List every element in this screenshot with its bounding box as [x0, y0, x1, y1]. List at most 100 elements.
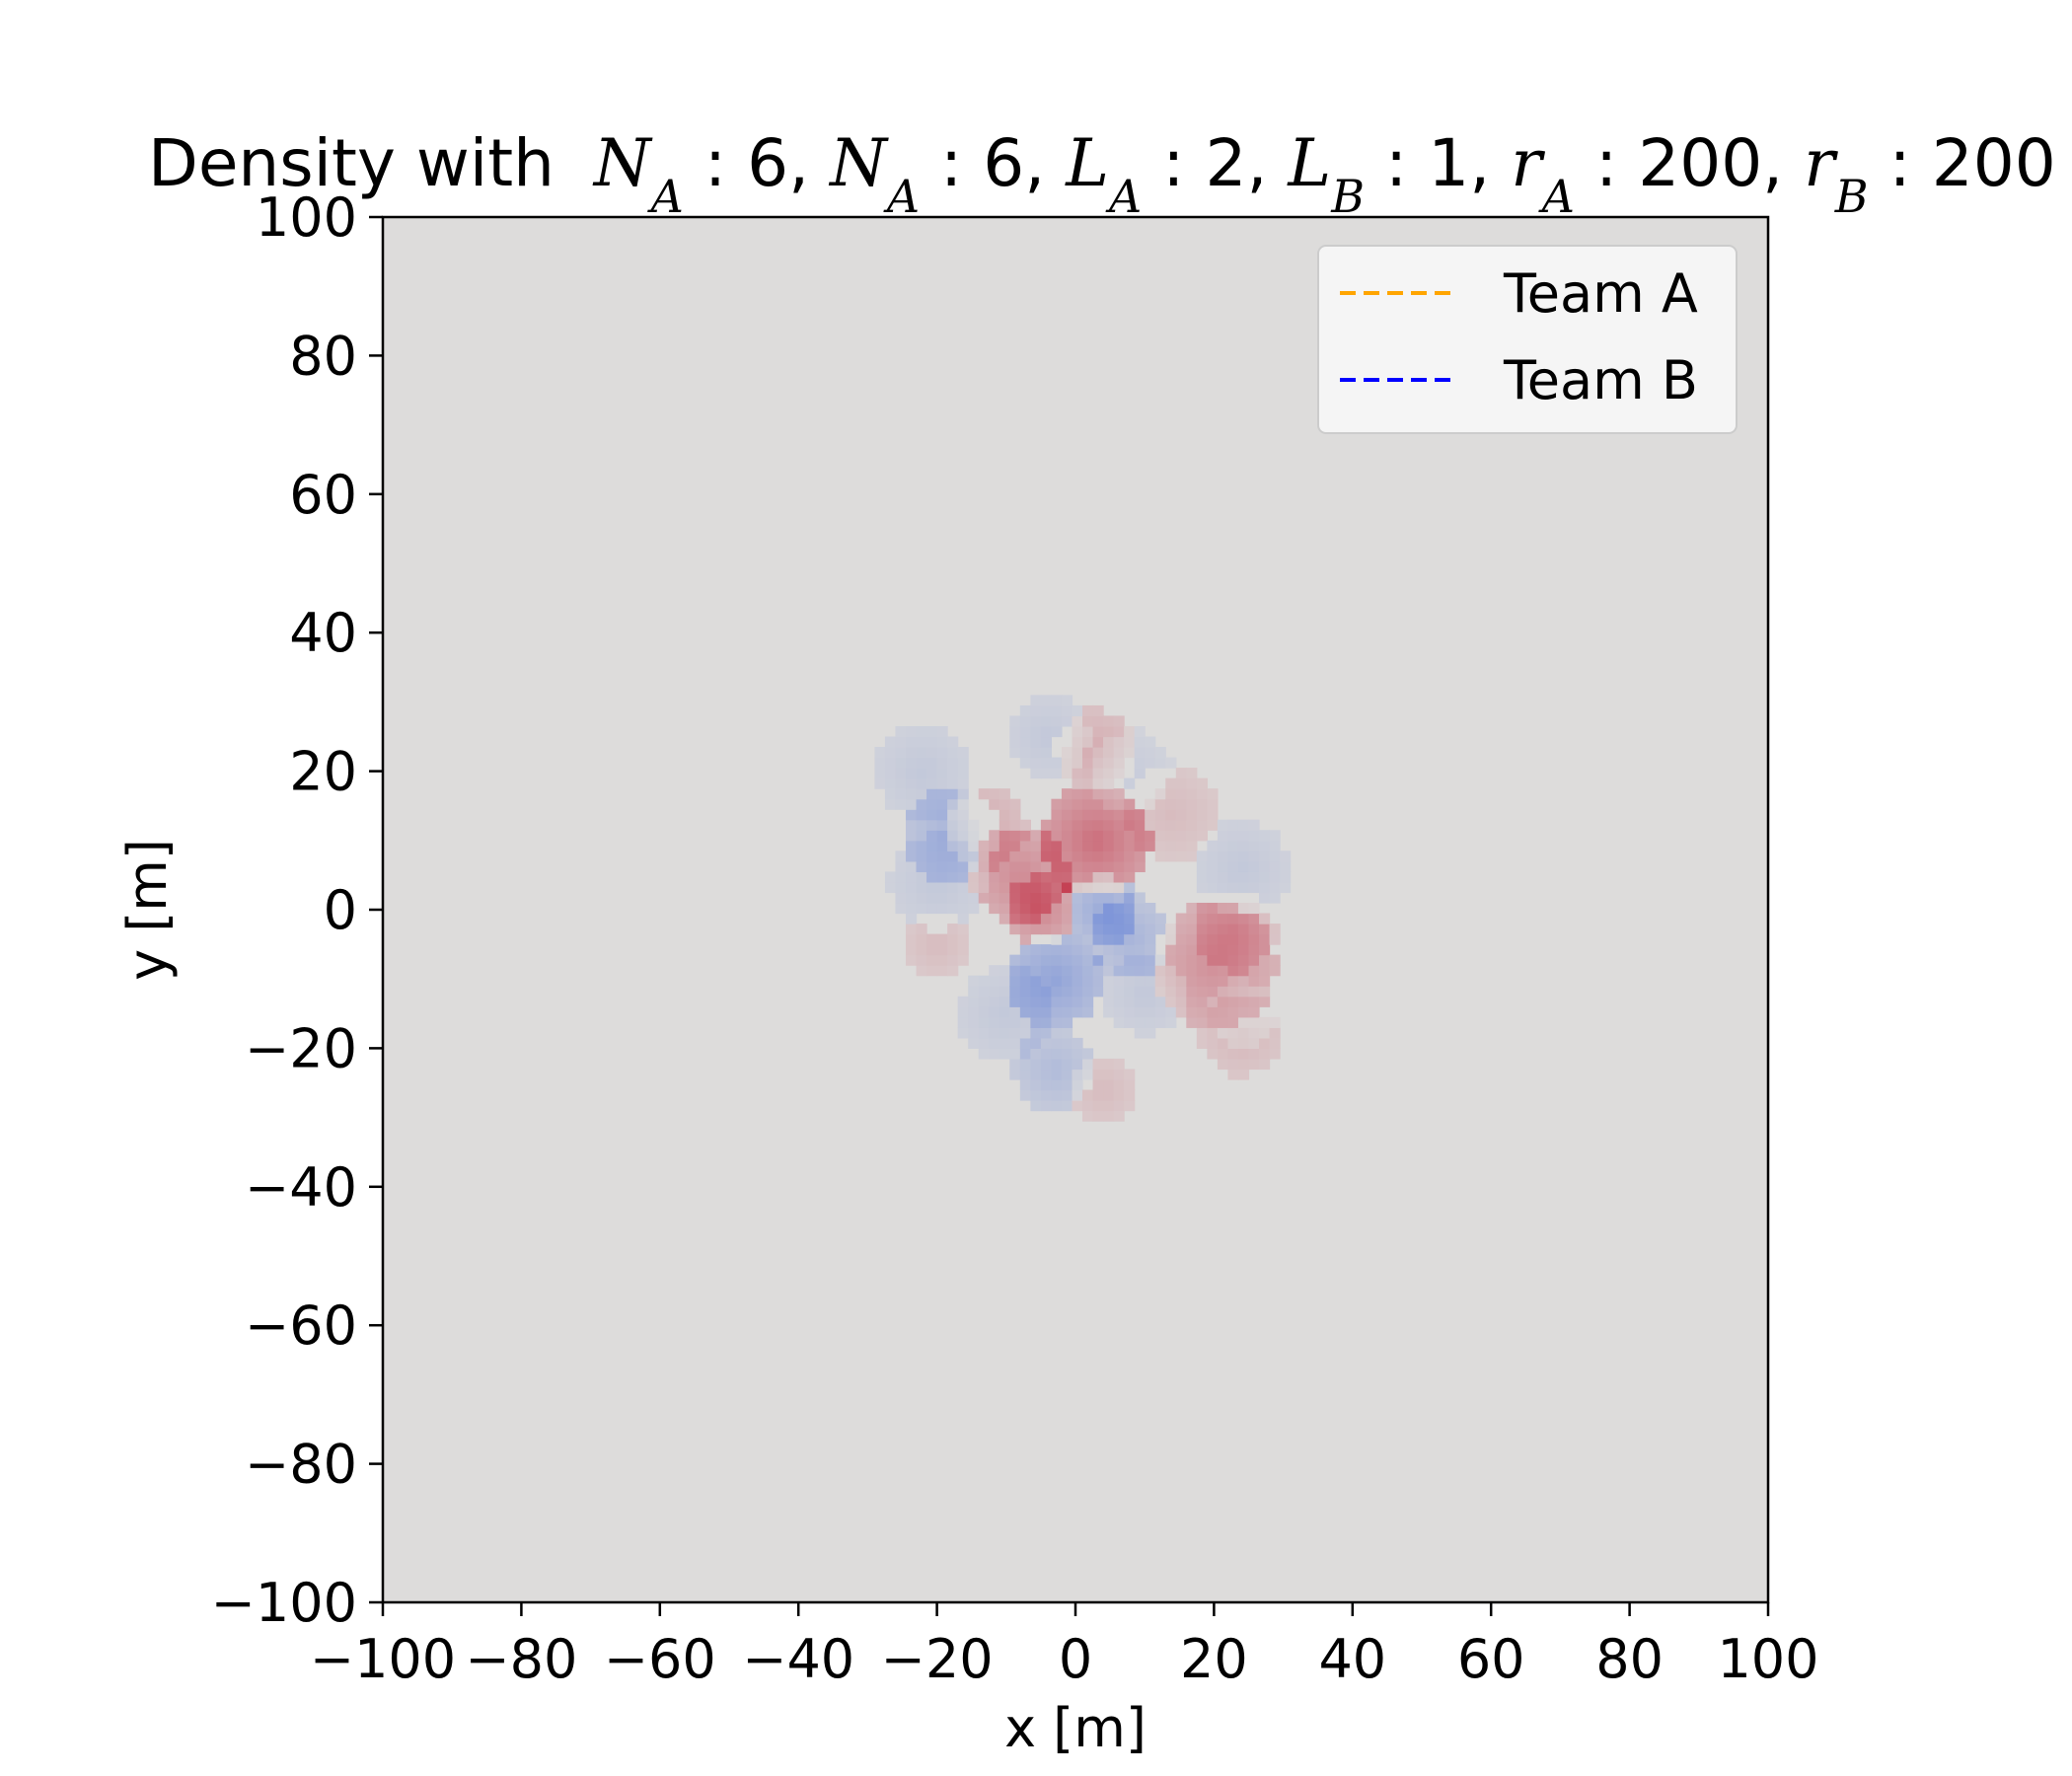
- heatmap-cell: [1030, 860, 1042, 872]
- heatmap-cell: [1145, 996, 1156, 1007]
- heatmap-cell: [1092, 704, 1104, 717]
- heatmap-cell: [1040, 1069, 1053, 1080]
- heatmap-cell: [1207, 965, 1219, 977]
- heatmap-cell: [1248, 1058, 1260, 1071]
- heatmap-cell: [1124, 798, 1136, 810]
- heatmap-cell: [1103, 840, 1115, 851]
- heatmap-cell: [926, 965, 938, 977]
- heatmap-cell: [936, 892, 948, 904]
- heatmap-cell: [1207, 1048, 1219, 1060]
- heatmap-cell: [989, 1027, 1000, 1039]
- heatmap-cell: [1217, 851, 1229, 862]
- heatmap-cell: [1051, 704, 1063, 717]
- heatmap-cell: [1030, 695, 1042, 706]
- heatmap-cell: [1009, 1048, 1021, 1060]
- heatmap-cell: [1217, 1027, 1229, 1039]
- heatmap-cell: [1019, 1069, 1031, 1080]
- heatmap-cell: [1040, 1037, 1053, 1049]
- heatmap-cell: [1040, 704, 1053, 717]
- heatmap-cell: [1165, 933, 1177, 945]
- heatmap-cell: [1082, 725, 1094, 738]
- heatmap-cell: [957, 933, 969, 945]
- x-tick-label: 80: [1595, 1628, 1664, 1690]
- heatmap-cell: [1019, 1027, 1031, 1039]
- heatmap-cell: [989, 975, 1000, 987]
- heatmap-cell: [1269, 830, 1281, 842]
- heatmap-cell: [1072, 933, 1083, 945]
- heatmap-cell: [947, 788, 959, 800]
- x-tick-label: 20: [1180, 1628, 1248, 1690]
- heatmap-cell: [1092, 1058, 1104, 1071]
- heatmap-cell: [1269, 1027, 1281, 1039]
- heatmap-cell: [1113, 871, 1125, 883]
- heatmap-cell: [1217, 1058, 1229, 1071]
- heatmap-cell: [1186, 986, 1198, 998]
- heatmap-cell: [1072, 725, 1083, 738]
- heatmap-cell: [1207, 809, 1219, 821]
- heatmap-cell: [1207, 996, 1219, 1007]
- heatmap-cell: [1019, 944, 1031, 956]
- heatmap-cell: [1196, 996, 1208, 1007]
- heatmap-cell: [1113, 986, 1125, 998]
- heatmap-cell: [1259, 871, 1271, 883]
- heatmap-cell: [1237, 1048, 1250, 1060]
- heatmap-cell: [1019, 704, 1031, 717]
- heatmap-cell: [906, 892, 918, 904]
- heatmap-cell: [1227, 944, 1239, 956]
- heatmap-cell: [1269, 1048, 1281, 1060]
- heatmap-cell: [999, 881, 1010, 894]
- heatmap-cell: [1124, 1078, 1136, 1091]
- heatmap-cell: [1196, 924, 1208, 935]
- heatmap-cell: [1196, 798, 1208, 810]
- heatmap-cell: [999, 860, 1010, 872]
- heatmap-cell: [1113, 715, 1125, 727]
- x-tick-label: 60: [1457, 1628, 1525, 1690]
- heatmap-cell: [999, 1027, 1010, 1039]
- heatmap-cell: [1259, 924, 1271, 935]
- heatmap-cell: [989, 1048, 1000, 1060]
- heatmap-cell: [1082, 892, 1094, 904]
- heatmap-cell: [1082, 830, 1094, 842]
- heatmap-cell: [957, 788, 969, 800]
- heatmap-cell: [947, 747, 959, 759]
- heatmap-cell: [1061, 704, 1073, 717]
- heatmap-cell: [1019, 871, 1031, 883]
- heatmap-cell: [1175, 954, 1187, 966]
- heatmap-cell: [1030, 736, 1042, 748]
- heatmap-cell: [1019, 996, 1031, 1007]
- heatmap-cell: [1113, 902, 1125, 915]
- heatmap-cell: [1124, 777, 1136, 789]
- heatmap-cell: [1103, 768, 1115, 779]
- heatmap-cell: [1237, 933, 1250, 945]
- heatmap-cell: [1269, 924, 1281, 935]
- heatmap-cell: [1207, 819, 1219, 831]
- heatmap-cell: [1019, 1058, 1031, 1071]
- heatmap-cell: [968, 1027, 980, 1039]
- heatmap-cell: [1030, 1037, 1042, 1049]
- heatmap-cell: [1061, 881, 1073, 894]
- heatmap-cell: [1196, 986, 1208, 998]
- heatmap-cell: [884, 736, 897, 748]
- heatmap-cell: [1280, 851, 1292, 862]
- heatmap-cell: [1259, 1048, 1271, 1060]
- heatmap-cell: [1124, 913, 1136, 925]
- heatmap-cell: [1248, 1006, 1260, 1018]
- heatmap-cell: [1175, 768, 1187, 779]
- heatmap-cell: [1248, 944, 1260, 956]
- heatmap-cell: [1082, 1110, 1094, 1122]
- heatmap-cell: [1196, 871, 1208, 883]
- heatmap-cell: [1040, 695, 1053, 706]
- heatmap-cell: [916, 892, 927, 904]
- heatmap-cell: [1113, 924, 1125, 935]
- heatmap-cell: [895, 768, 907, 779]
- heatmap-cell: [884, 747, 897, 759]
- heatmap-cell: [1269, 1037, 1281, 1049]
- heatmap-cell: [1040, 954, 1053, 966]
- heatmap-cell: [947, 892, 959, 904]
- heatmap-cell: [1124, 871, 1136, 883]
- heatmap-cell: [1227, 1016, 1239, 1028]
- heatmap-cell: [1259, 1016, 1271, 1028]
- heatmap-cell: [906, 819, 918, 831]
- heatmap-cell: [1092, 944, 1104, 956]
- heatmap-cell: [1227, 1058, 1239, 1071]
